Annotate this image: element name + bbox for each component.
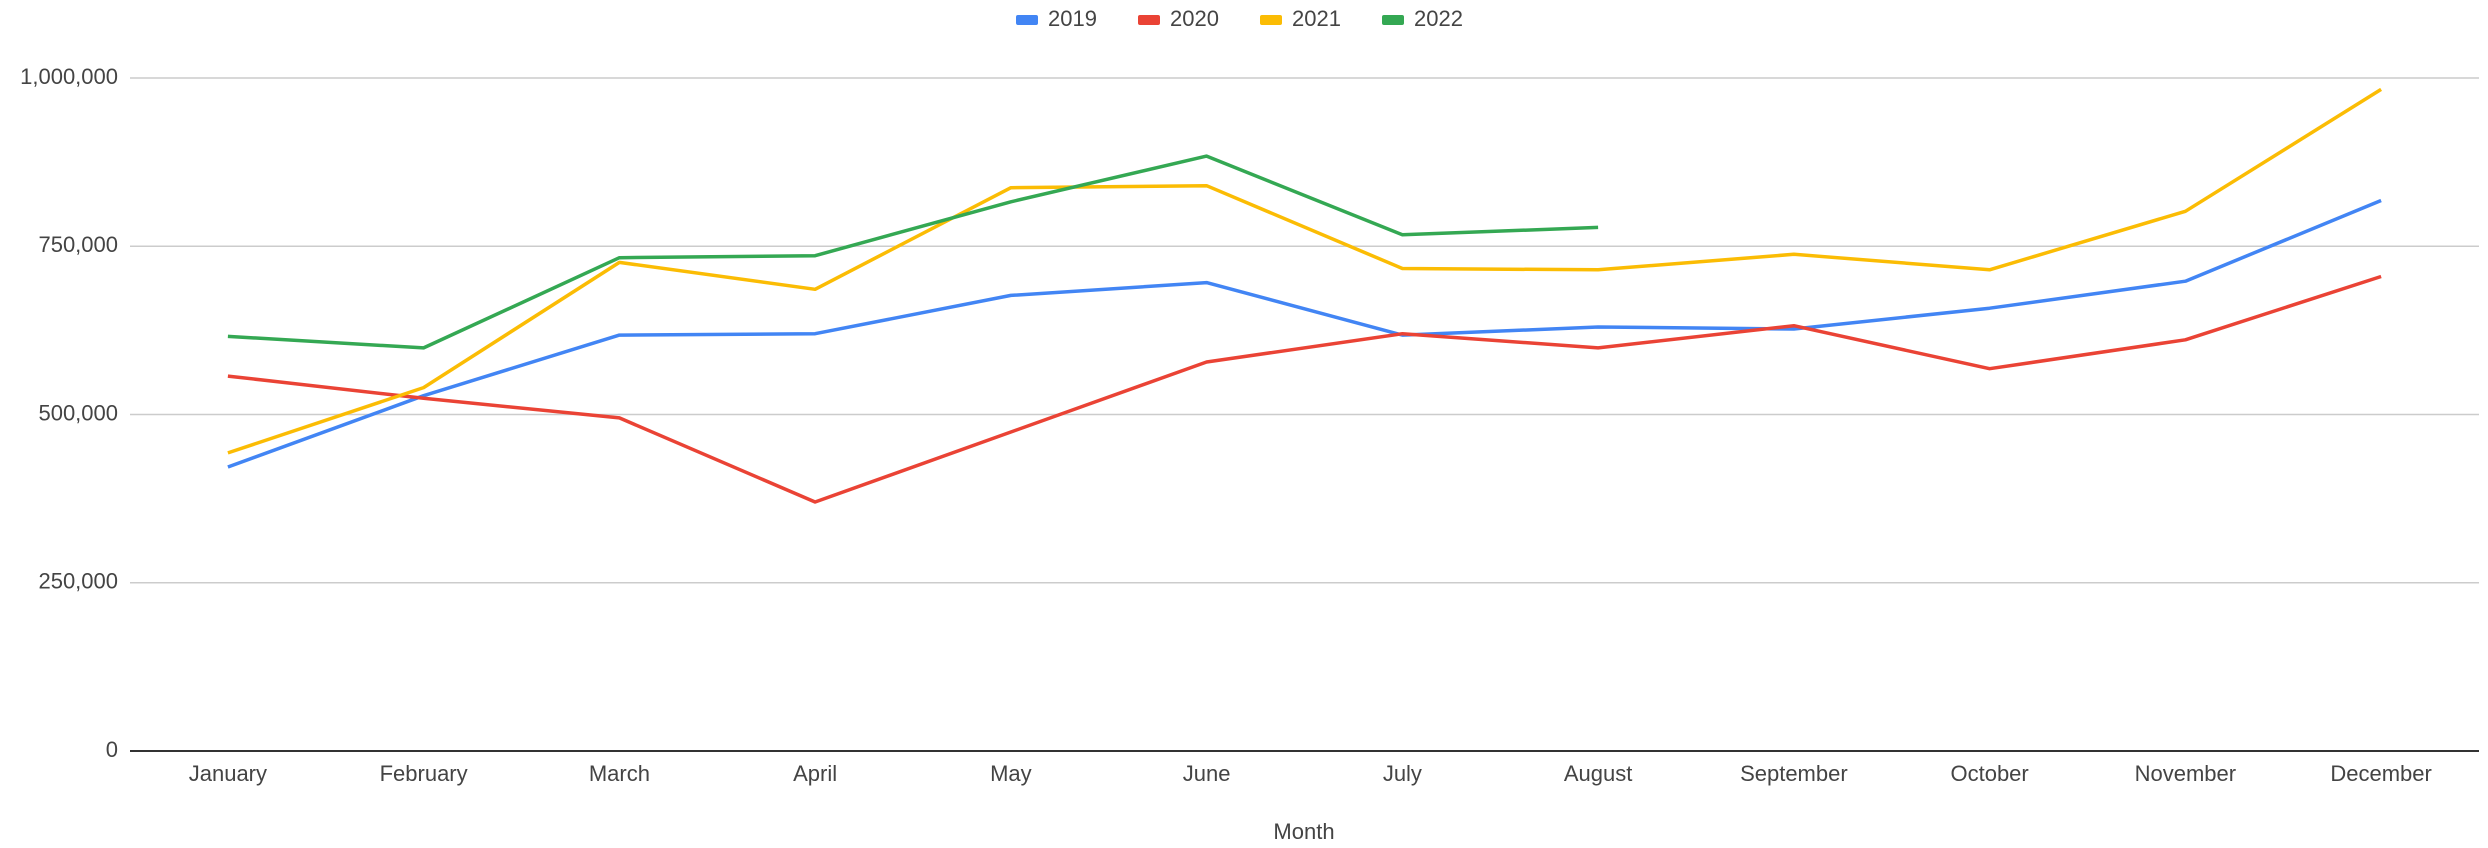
legend-label: 2019: [1048, 6, 1097, 31]
y-tick-label: 500,000: [38, 400, 118, 425]
x-tick-label: December: [2330, 761, 2431, 786]
x-tick-label: September: [1740, 761, 1848, 786]
y-tick-label: 0: [106, 737, 118, 762]
x-tick-label: July: [1383, 761, 1422, 786]
legend-label: 2021: [1292, 6, 1341, 31]
x-tick-label: October: [1950, 761, 2028, 786]
legend-swatch: [1138, 15, 1160, 25]
legend-swatch: [1260, 15, 1282, 25]
series-line: [227, 154, 1599, 350]
series-line: [227, 274, 2382, 504]
legend-label: 2022: [1414, 6, 1463, 31]
x-tick-label: April: [793, 761, 837, 786]
legend-swatch: [1382, 15, 1404, 25]
x-axis-title: Month: [1273, 819, 1334, 844]
y-tick-label: 250,000: [38, 569, 118, 594]
legend-swatch: [1016, 15, 1038, 25]
x-tick-label: June: [1183, 761, 1231, 786]
x-tick-label: February: [380, 761, 468, 786]
legend-label: 2020: [1170, 6, 1219, 31]
x-tick-label: August: [1564, 761, 1633, 786]
series-line: [227, 87, 2383, 455]
x-tick-label: May: [990, 761, 1032, 786]
x-tick-label: March: [589, 761, 650, 786]
y-tick-label: 1,000,000: [20, 64, 118, 89]
y-tick-label: 750,000: [38, 232, 118, 257]
x-tick-label: January: [189, 761, 267, 786]
x-tick-label: November: [2135, 761, 2236, 786]
series-line: [227, 198, 2382, 469]
